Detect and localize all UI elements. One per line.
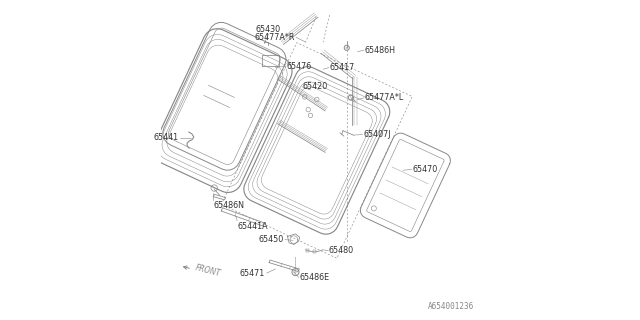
Text: 65477A*R: 65477A*R: [254, 33, 294, 42]
Text: 65430: 65430: [256, 25, 281, 34]
Text: 65407J: 65407J: [363, 130, 390, 139]
Text: 65471: 65471: [240, 268, 265, 278]
Text: 65470: 65470: [412, 165, 438, 174]
Text: 65486H: 65486H: [365, 45, 396, 55]
Text: A654001236: A654001236: [428, 302, 474, 311]
Text: 65450: 65450: [258, 235, 284, 244]
Text: 65420: 65420: [303, 82, 328, 91]
Text: 65480: 65480: [329, 246, 354, 255]
Text: 65486N: 65486N: [213, 201, 244, 211]
Text: 65441A: 65441A: [237, 222, 268, 231]
Text: 65476: 65476: [287, 61, 312, 70]
Text: 65486E: 65486E: [300, 273, 330, 282]
Text: 65477A*L: 65477A*L: [365, 93, 404, 102]
Text: 65417: 65417: [330, 63, 355, 72]
Text: FRONT: FRONT: [194, 263, 221, 278]
Text: 65441: 65441: [153, 133, 178, 142]
